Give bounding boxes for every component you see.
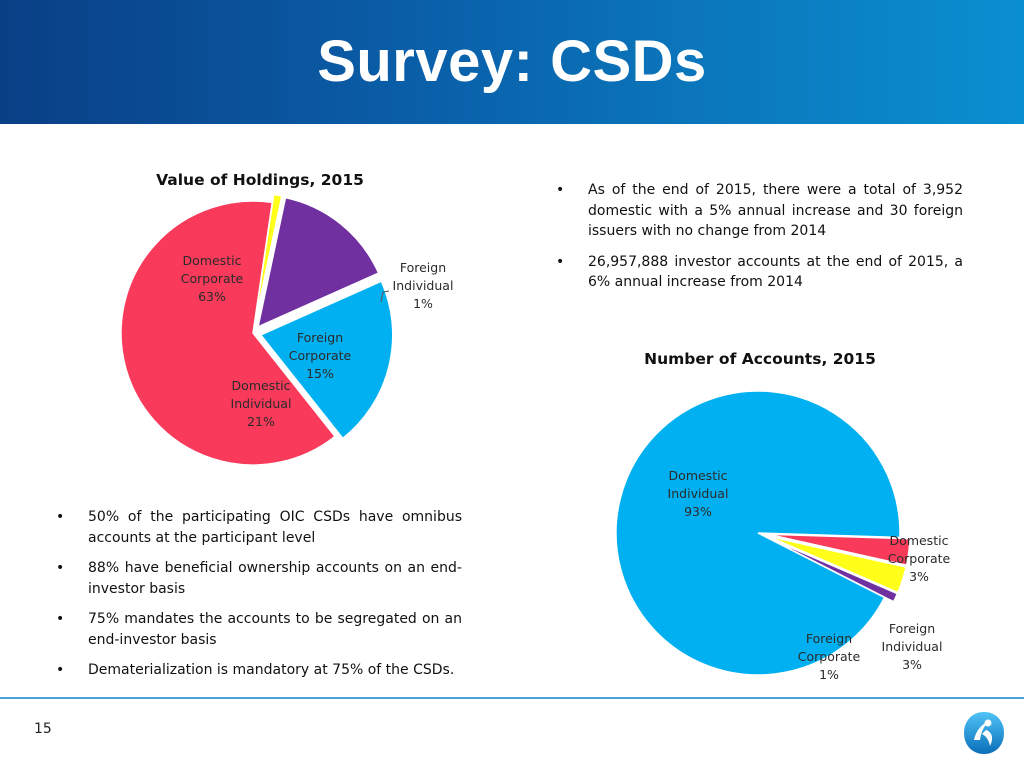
slide-title: Survey: CSDs — [317, 29, 707, 94]
pie-label-foreign-individual: Foreign Individual 3% — [882, 621, 943, 672]
pie-slice-domestic-individual — [259, 280, 394, 440]
bullet-text: As of the end of 2015, there were a tota… — [588, 182, 963, 239]
title-banner: Survey: CSDs — [0, 0, 1024, 124]
organization-logo-icon — [964, 712, 1004, 754]
pie-label-domestic-corporate: Domestic Corporate 3% — [888, 533, 951, 584]
bullet-marker: • — [56, 611, 65, 627]
bullet-list-left: • 50% of the participating OIC CSDs have … — [56, 507, 462, 691]
pie-slice-foreign-corporate — [766, 536, 899, 603]
chart-title-holdings: Value of Holdings, 2015 — [156, 171, 364, 189]
bullet-item: • 26,957,888 investor accounts at the end… — [556, 252, 963, 293]
leader-line — [380, 290, 390, 303]
bullet-item: • 88% have beneficial ownership accounts … — [56, 558, 462, 599]
bullet-item: • 50% of the participating OIC CSDs have … — [56, 507, 462, 548]
pie-label-domestic-individual: Domestic Individual 93% — [668, 468, 729, 519]
pie-slice-domestic-individual — [615, 390, 901, 676]
bullet-text: 50% of the participating OIC CSDs have o… — [88, 509, 462, 546]
pie-label-domestic-individual: Domestic Individual 21% — [231, 378, 292, 429]
pie-label-foreign-individual: Foreign Individual 1% — [393, 260, 454, 311]
pie-slice-foreign-corporate — [256, 196, 380, 329]
bullet-text: 75% mandates the accounts to be segregat… — [88, 611, 462, 648]
chart-title-accounts: Number of Accounts, 2015 — [644, 350, 876, 368]
page-number: 15 — [34, 721, 52, 737]
pie-slice-domestic-corporate — [120, 200, 337, 466]
bullet-list-right: • As of the end of 2015, there were a tot… — [556, 180, 963, 303]
pie-slice-foreign-individual — [767, 535, 907, 594]
bullet-marker: • — [56, 662, 65, 678]
pie-slice-domestic-corporate — [767, 533, 911, 567]
bullet-item: • 75% mandates the accounts to be segrega… — [56, 609, 462, 650]
pie-label-domestic-corporate: Domestic Corporate 63% — [181, 253, 244, 304]
bullet-text: Dematerialization is mandatory at 75% of… — [88, 662, 455, 678]
bullet-text: 26,957,888 investor accounts at the end … — [588, 253, 963, 291]
pie-slice-foreign-individual — [253, 193, 283, 326]
bullet-marker: • — [56, 560, 65, 576]
bullet-item: • As of the end of 2015, there were a tot… — [556, 180, 963, 242]
footer-divider — [0, 697, 1024, 699]
pie-label-foreign-corporate: Foreign Corporate 15% — [289, 330, 352, 381]
bullet-marker: • — [556, 182, 565, 198]
bullet-marker: • — [556, 253, 565, 270]
bullet-item: • Dematerialization is mandatory at 75% o… — [56, 660, 462, 681]
pie-label-foreign-corporate: Foreign Corporate 1% — [798, 631, 861, 682]
bullet-text: 88% have beneficial ownership accounts o… — [88, 560, 462, 597]
bullet-marker: • — [56, 509, 65, 525]
